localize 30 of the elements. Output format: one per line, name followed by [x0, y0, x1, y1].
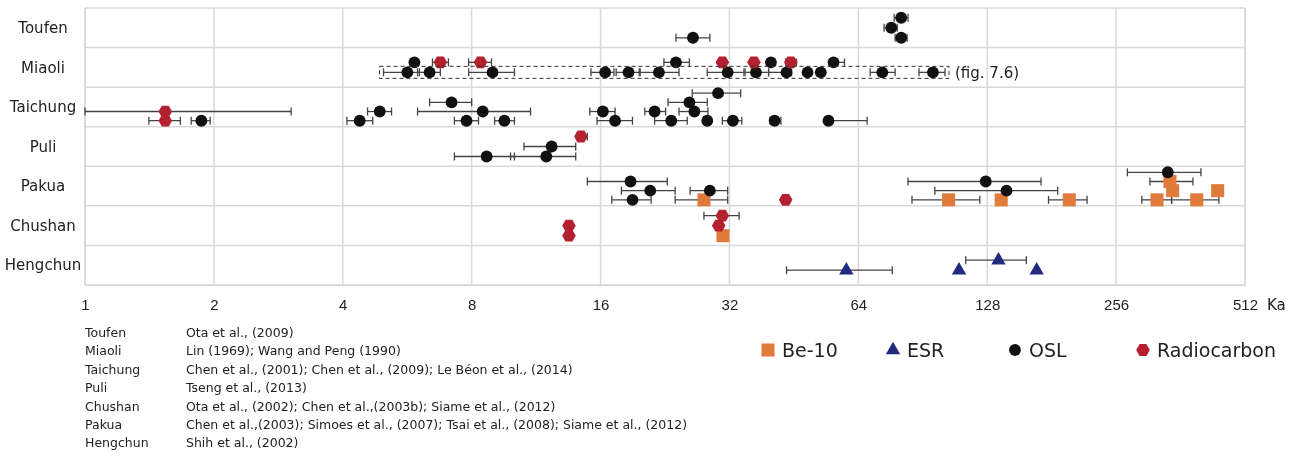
- x-tick-label: 256: [1104, 295, 1130, 313]
- legend-label: ESR: [907, 338, 945, 361]
- x-tick-label: 1: [81, 295, 90, 313]
- legend-label: Radiocarbon: [1157, 338, 1277, 361]
- y-tick-label: Puli: [29, 137, 57, 156]
- y-tick-label: Chushan: [10, 216, 76, 235]
- x-tick-label: 64: [850, 295, 868, 313]
- legend-label: OSL: [1029, 338, 1068, 361]
- y-tick-label: Toufen: [17, 19, 68, 38]
- x-tick-label: 2: [210, 295, 219, 313]
- text: Toufen Ota et al., (2009): [85, 325, 294, 340]
- x-tick-label: 512: [1232, 295, 1259, 313]
- y-tick-label: Hengchun: [4, 256, 82, 275]
- x-tick-label: 4: [339, 295, 348, 313]
- annotation: (fig. 7.6): [955, 63, 1020, 82]
- text: Puli Tseng et al., (2013): [85, 380, 307, 396]
- y-tick-label: Taichung: [8, 98, 77, 117]
- text: Taichung Chen et al., (2001); Chen et al., (2009); Le Béon et al., (2014): [85, 361, 573, 377]
- y-tick-label: Pakua: [20, 177, 66, 196]
- text: Miaoli Lin (1969); Wang and Peng (1990): [85, 343, 401, 359]
- text: Pakua Chen et al.,(2003); Simoes et al., (2007); Tsai et al., (2008); Siame et al., (2012): [85, 417, 688, 432]
- x-tick-label: 128: [975, 295, 1001, 313]
- x-axis-title: Ka: [1267, 295, 1286, 314]
- y-tick-label: Miaoli: [21, 58, 65, 77]
- legend-label: Be-10: [782, 338, 838, 361]
- x-tick-label: 16: [592, 295, 610, 313]
- x-tick-label: 8: [467, 295, 477, 313]
- x-tick-label: 32: [721, 295, 739, 313]
- text: Chushan Ota et al., (2002); Chen et al.,(2003b); Siame et al., (2012): [85, 398, 556, 414]
- text: Hengchun Shih et al., (2002): [85, 435, 299, 451]
